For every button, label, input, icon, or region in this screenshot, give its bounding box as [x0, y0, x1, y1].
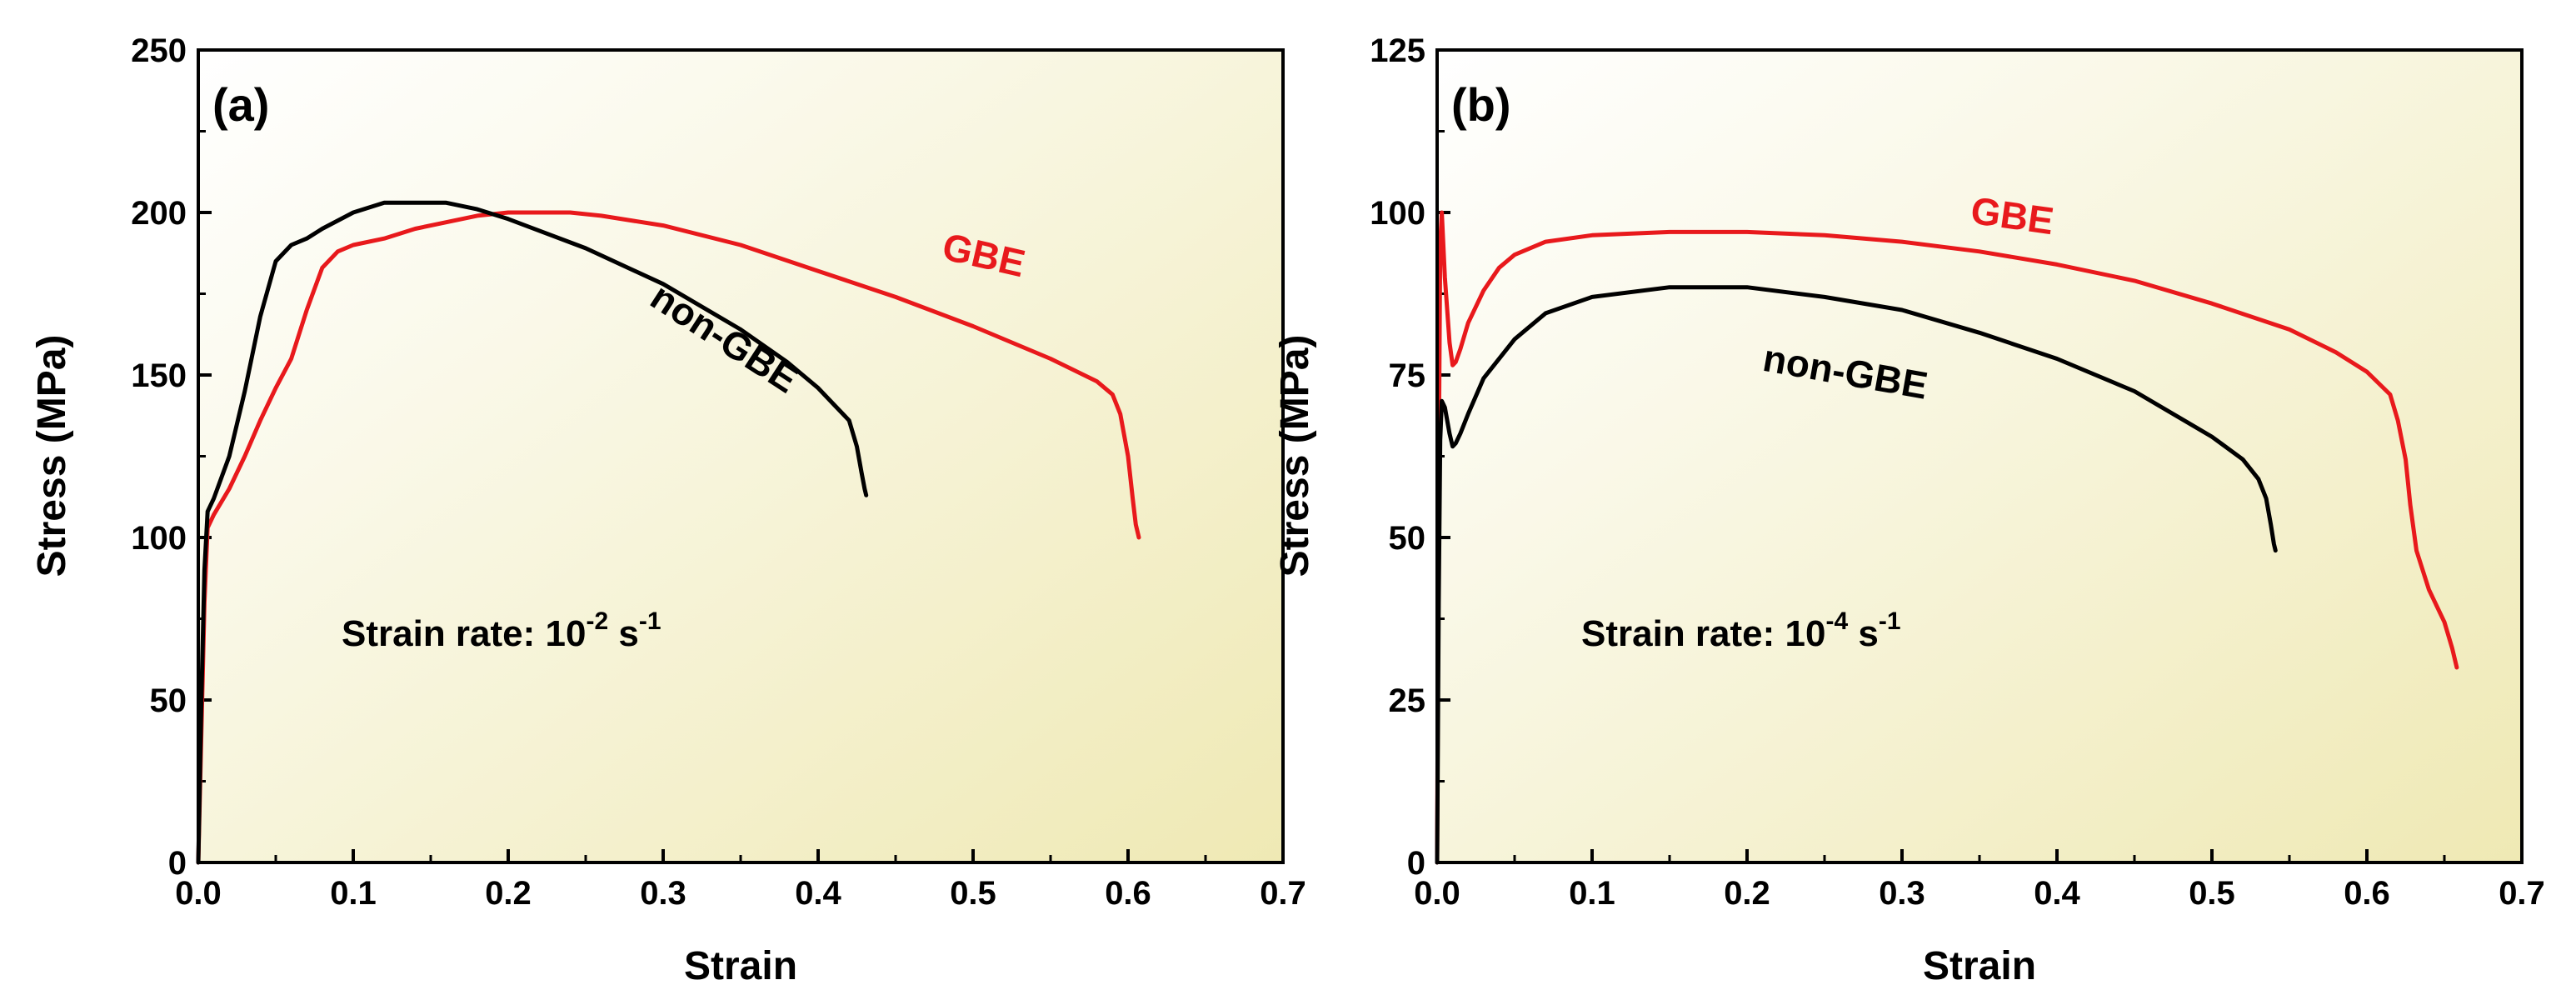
strain-rate-unit: s	[1848, 613, 1879, 654]
x-tick-label: 0.6	[2344, 875, 2390, 912]
x-tick-label: 0.2	[1724, 875, 1770, 912]
panel-b-gbe-curve	[1435, 210, 2459, 865]
plot-area-background	[198, 50, 1283, 862]
panel-a-gbe-curve	[196, 210, 1141, 865]
y-tick-label: 150	[131, 358, 187, 394]
strain-rate-exponent: -4	[1825, 608, 1848, 635]
strain-rate-exponent: -2	[586, 608, 608, 635]
strain-rate-prefix: Strain rate: 10	[1581, 613, 1825, 654]
x-tick-label: 0.7	[1260, 875, 1306, 912]
x-tick-label: 0.1	[330, 875, 377, 912]
y-tick-label: 125	[1370, 32, 1425, 69]
panel-a-y-axis-title: Stress (MPa)	[30, 335, 74, 578]
y-tick-label: 0	[1407, 845, 1425, 882]
x-tick-label: 0.4	[795, 875, 841, 912]
y-tick-label: 100	[131, 520, 187, 557]
y-tick-label: 25	[1389, 682, 1426, 719]
plot-frame	[1435, 48, 2524, 864]
panel-a-x-axis-title: Strain	[684, 944, 797, 988]
panel-b-x-axis-title: Strain	[1923, 944, 2036, 988]
strain-rate-unit-exponent: -1	[639, 608, 661, 635]
y-tick-label: 250	[131, 32, 187, 69]
y-tick-label: 50	[1389, 520, 1426, 557]
x-tick-label: 0.6	[1105, 875, 1151, 912]
x-tick-label: 0.0	[1414, 875, 1460, 912]
x-tick-label: 0.3	[1879, 875, 1925, 912]
y-tick-label: 50	[150, 682, 187, 719]
x-tick-label: 0.5	[2189, 875, 2235, 912]
x-tick-label: 0.7	[2499, 875, 2545, 912]
plot-frame	[197, 48, 1285, 864]
x-tick-label: 0.0	[175, 875, 222, 912]
x-tick-label: 0.3	[640, 875, 686, 912]
panel-a-strain-rate-annotation: Strain rate: 10-2 s-1	[342, 608, 661, 654]
y-tick-label: 0	[168, 845, 187, 882]
x-tick-label: 0.1	[1569, 875, 1615, 912]
strain-rate-unit-exponent: -1	[1879, 608, 1901, 635]
panel-a-chart: 0.0 0.1 0.2 0.3 0.4 0.5 0.6 0.7050100150200250 …	[30, 32, 1306, 988]
plot-area-background	[1437, 50, 2522, 862]
panel-a-non-gbe-curve	[196, 200, 869, 865]
panel-b-strain-rate-annotation: Strain rate: 10-4 s-1	[1581, 608, 1901, 654]
strain-rate-unit: s	[608, 613, 639, 654]
strain-rate-prefix: Strain rate: 10	[342, 613, 586, 654]
panel-a-ticks: 0.0 0.1 0.2 0.3 0.4 0.5 0.6 0.7 0 50 100 150 200 250	[131, 32, 1306, 912]
panel-b-label: (b)	[1451, 78, 1511, 131]
panel-a-label: (a)	[212, 78, 269, 131]
x-tick-label: 0.4	[2034, 875, 2080, 912]
panel-b-y-axis-title: Stress (MPa)	[1273, 335, 1317, 578]
panel-b-ticks: 0.0 0.1 0.2 0.3 0.4 0.5 0.6 0.7 0 25 50 75 100 125	[1370, 32, 2545, 912]
y-tick-label: 75	[1389, 358, 1426, 394]
x-tick-label: 0.2	[485, 875, 532, 912]
panel-b-non-gbe-curve	[1435, 285, 2278, 865]
y-tick-label: 200	[131, 195, 187, 232]
x-tick-label: 0.5	[950, 875, 996, 912]
y-tick-label: 100	[1370, 195, 1425, 232]
